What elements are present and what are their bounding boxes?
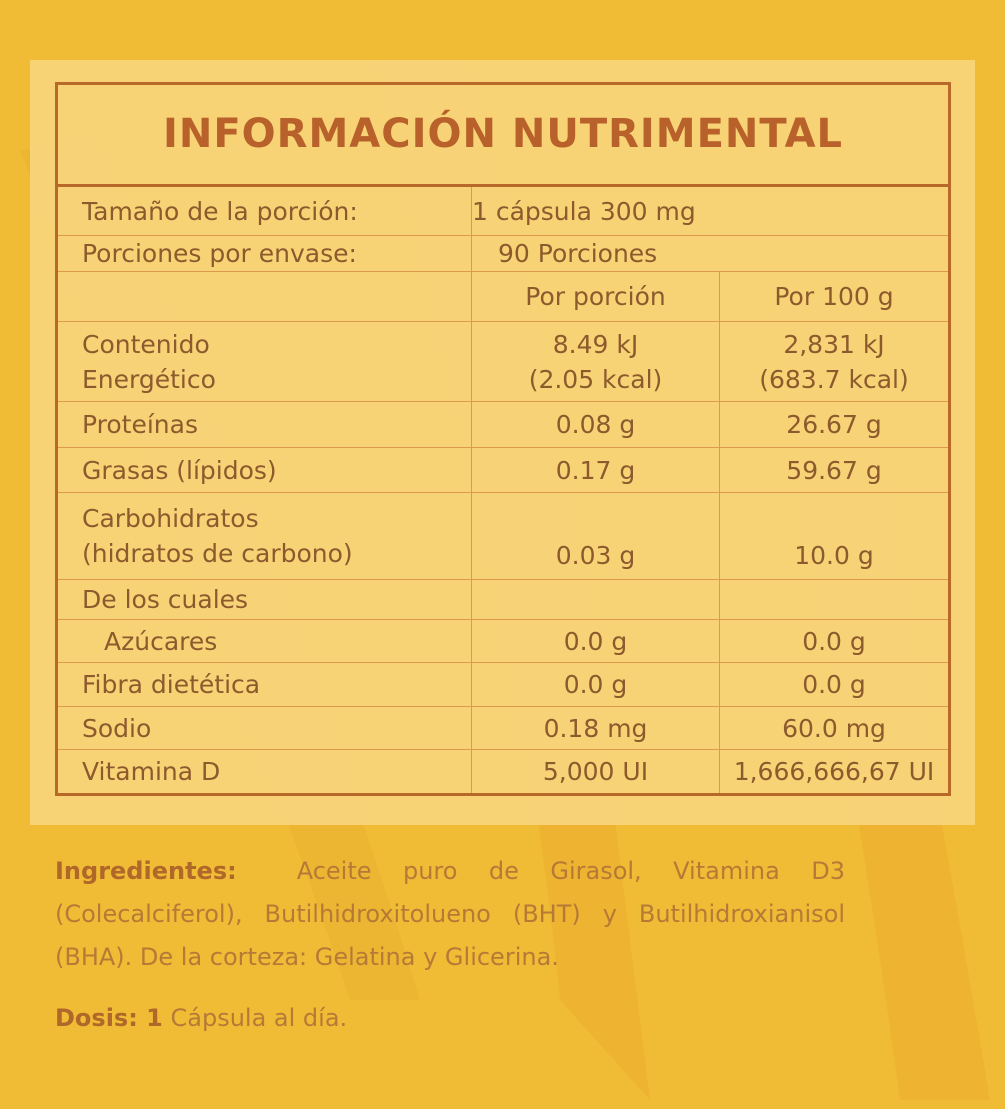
row-label: Azúcares xyxy=(56,619,472,663)
table-row: Tamaño de la porción: 1 cápsula 300 mg xyxy=(56,185,950,236)
title: INFORMACIÓN NUTRIMENTAL xyxy=(56,83,950,187)
dosage-text: Cápsula al día. xyxy=(170,1004,348,1032)
table-row: Contenido Energético 8.49 kJ (2.05 kcal) 2… xyxy=(56,321,950,402)
per-portion: 8.49 kJ (2.05 kcal) xyxy=(471,321,720,402)
serving-value: 90 Porciones xyxy=(471,235,950,272)
table-row: Azúcares 0.0 g 0.0 g xyxy=(56,619,950,663)
serving-label: Porciones por envase: xyxy=(56,235,472,272)
serving-label: Tamaño de la porción: xyxy=(56,185,472,236)
table-row: Fibra dietética 0.0 g 0.0 g xyxy=(56,662,950,707)
table-row: Porciones por envase: 90 Porciones xyxy=(56,235,950,272)
row-label: Vitamina D xyxy=(56,749,472,795)
per-100g: 59.67 g xyxy=(719,447,950,493)
per-portion: 0.03 g xyxy=(471,492,720,580)
blank-cell xyxy=(719,579,950,620)
serving-value: 1 cápsula 300 mg xyxy=(471,185,950,236)
per-100g: 2,831 kJ (683.7 kcal) xyxy=(719,321,950,402)
table-row: Carbohidratos (hidratos de carbono) 0.03 … xyxy=(56,492,950,580)
nutrition-table: INFORMACIÓN NUTRIMENTAL Tamaño de la porc… xyxy=(55,82,951,796)
column-header: Por porción xyxy=(471,271,720,322)
row-label: Fibra dietética xyxy=(56,662,472,707)
row-label: Contenido Energético xyxy=(56,321,472,402)
ingredients: Ingredientes: Aceite puro de Girasol, Vit… xyxy=(55,850,845,979)
row-label: Grasas (lípidos) xyxy=(56,447,472,493)
ingredients-label: Ingredientes: xyxy=(55,857,237,885)
table-row: Vitamina D 5,000 UI 1,666,666,67 UI xyxy=(56,749,950,795)
per-portion: 0.0 g xyxy=(471,619,720,663)
row-label: Sodio xyxy=(56,706,472,750)
per-portion: 0.08 g xyxy=(471,401,720,448)
per-100g: 0.0 g xyxy=(719,662,950,707)
per-100g: 60.0 mg xyxy=(719,706,950,750)
per-portion: 5,000 UI xyxy=(471,749,720,795)
table-row: Grasas (lípidos) 0.17 g 59.67 g xyxy=(56,447,950,493)
per-portion: 0.0 g xyxy=(471,662,720,707)
row-label: De los cuales xyxy=(56,579,472,620)
per-100g: 0.0 g xyxy=(719,619,950,663)
blank-cell xyxy=(471,579,720,620)
per-100g: 26.67 g xyxy=(719,401,950,448)
per-100g: 10.0 g xyxy=(719,492,950,580)
per-portion: 0.18 mg xyxy=(471,706,720,750)
per-portion: 0.17 g xyxy=(471,447,720,493)
column-header: Por 100 g xyxy=(719,271,950,322)
dosage-label: Dosis: 1 xyxy=(55,1004,163,1032)
dosage: Dosis: 1 Cápsula al día. xyxy=(55,997,845,1040)
table-row: De los cuales xyxy=(56,579,950,620)
row-label: Proteínas xyxy=(56,401,472,448)
table-row: Sodio 0.18 mg 60.0 mg xyxy=(56,706,950,750)
per-100g: 1,666,666,67 UI xyxy=(719,749,950,795)
table-row: Por porción Por 100 g xyxy=(56,271,950,322)
ingredients-text: Aceite puro de Girasol, Vitamina D3 (Col… xyxy=(55,857,845,971)
table-row: INFORMACIÓN NUTRIMENTAL xyxy=(56,83,950,187)
row-label: Carbohidratos (hidratos de carbono) xyxy=(56,492,472,580)
header-blank xyxy=(56,271,472,322)
table-row: Proteínas 0.08 g 26.67 g xyxy=(56,401,950,448)
